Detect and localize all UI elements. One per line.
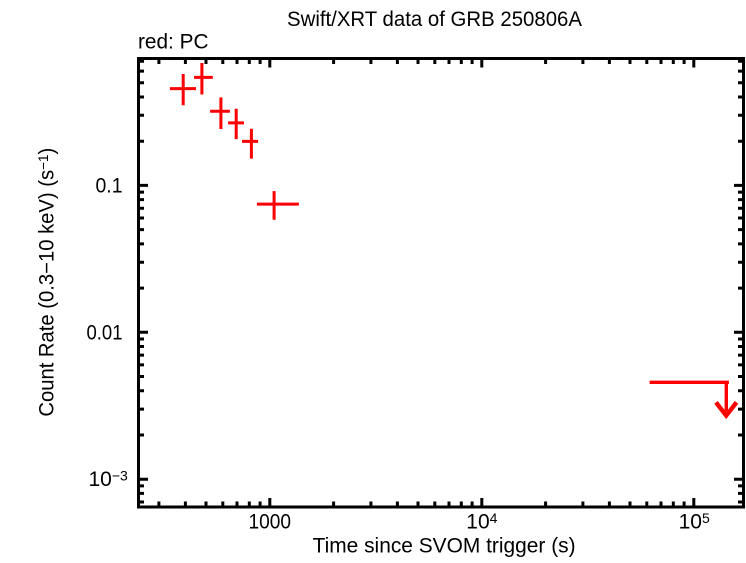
svg-text:Swift/XRT data of GRB 250806A: Swift/XRT data of GRB 250806A — [287, 8, 582, 31]
svg-text:red: PC: red: PC — [138, 31, 209, 54]
svg-text:Time since SVOM trigger (s): Time since SVOM trigger (s) — [313, 535, 576, 558]
svg-text:0.01: 0.01 — [87, 322, 123, 345]
svg-text:104: 104 — [466, 510, 497, 533]
svg-text:105: 105 — [679, 510, 710, 533]
svg-text:0.1: 0.1 — [96, 175, 123, 198]
svg-text:Count Rate (0.3−10 keV) (s−1): Count Rate (0.3−10 keV) (s−1) — [35, 148, 58, 417]
svg-text:10−3: 10−3 — [89, 468, 129, 491]
svg-text:1000: 1000 — [249, 510, 292, 533]
